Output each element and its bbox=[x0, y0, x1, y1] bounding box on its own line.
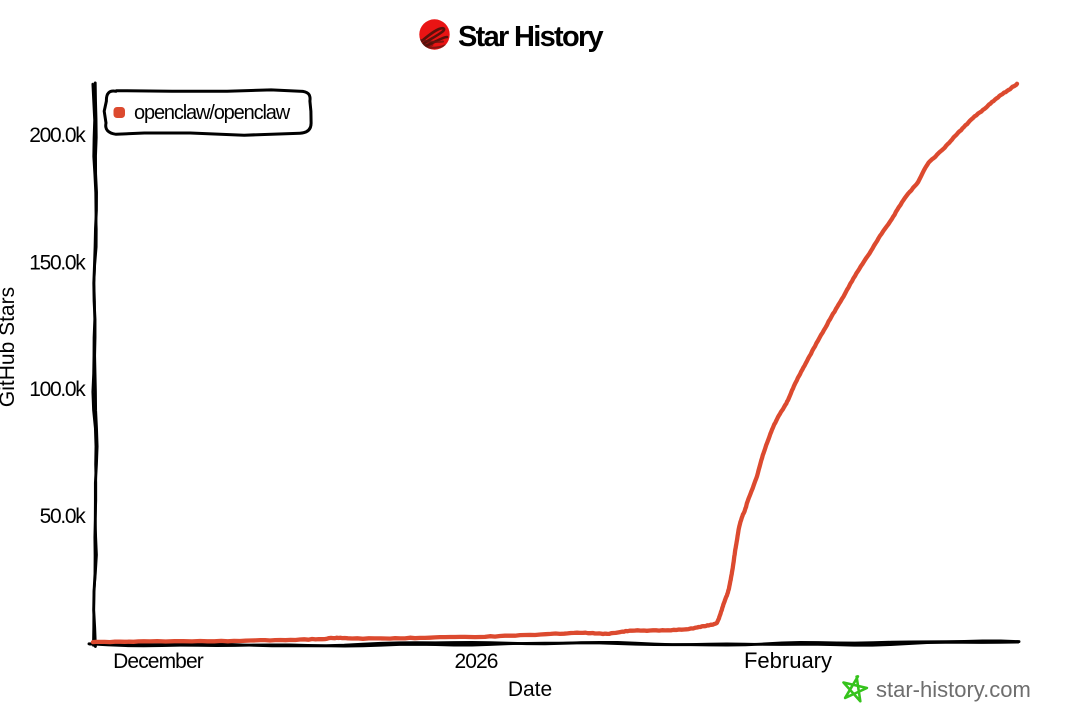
svg-text:February: February bbox=[744, 648, 832, 673]
svg-text:GitHub Stars: GitHub Stars bbox=[0, 287, 19, 407]
svg-text:openclaw/openclaw: openclaw/openclaw bbox=[134, 102, 291, 124]
svg-text:December: December bbox=[113, 650, 204, 673]
svg-text:50.0k: 50.0k bbox=[40, 505, 87, 528]
svg-text:Date: Date bbox=[508, 678, 552, 701]
svg-text:Star History: Star History bbox=[458, 21, 604, 53]
svg-text:200.0k: 200.0k bbox=[29, 124, 86, 147]
svg-text:2026: 2026 bbox=[454, 650, 497, 673]
svg-text:150.0k: 150.0k bbox=[29, 252, 86, 275]
svg-text:100.0k: 100.0k bbox=[29, 378, 86, 401]
svg-text:star-history.com: star-history.com bbox=[876, 677, 1031, 702]
